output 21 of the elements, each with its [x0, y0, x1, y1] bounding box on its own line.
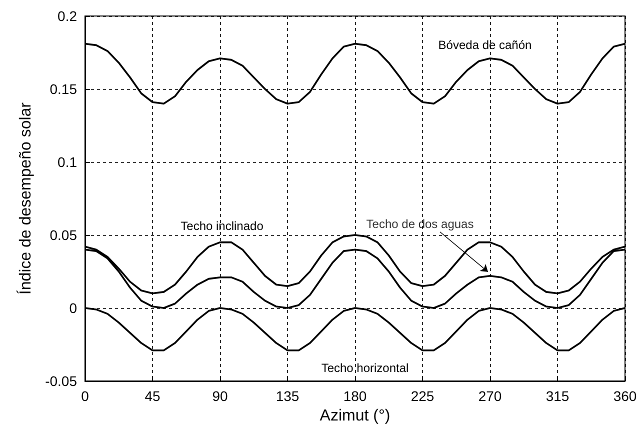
- annotation: Techo horizontal: [321, 361, 409, 375]
- y-tick-label: 0.1: [58, 154, 78, 170]
- y-tick-label: 0.2: [58, 8, 78, 24]
- x-tick-label: 225: [410, 388, 434, 404]
- annotation: Techo de dos aguas: [366, 216, 474, 231]
- x-tick-label: 360: [613, 388, 637, 404]
- x-tick-label: 45: [144, 388, 160, 404]
- x-tick-label: 0: [81, 388, 90, 404]
- x-tick-label: 180: [343, 388, 367, 404]
- x-tick-label: 135: [276, 388, 300, 404]
- y-axis-title: Índice de desempeño solar: [16, 102, 35, 295]
- y-tick-label: 0.05: [50, 227, 78, 243]
- y-tick-label: 0.15: [50, 81, 78, 97]
- annotation: Techo inclinado: [180, 219, 264, 233]
- x-tick-label: 270: [478, 388, 502, 404]
- x-axis-title: Azimut (°): [320, 407, 390, 424]
- annotation: Bóveda de cañón: [438, 38, 532, 52]
- y-tick-label: -0.05: [45, 373, 78, 389]
- x-tick-label: 315: [546, 388, 570, 404]
- x-tick-label: 90: [212, 388, 228, 404]
- y-tick-label: 0: [69, 300, 78, 316]
